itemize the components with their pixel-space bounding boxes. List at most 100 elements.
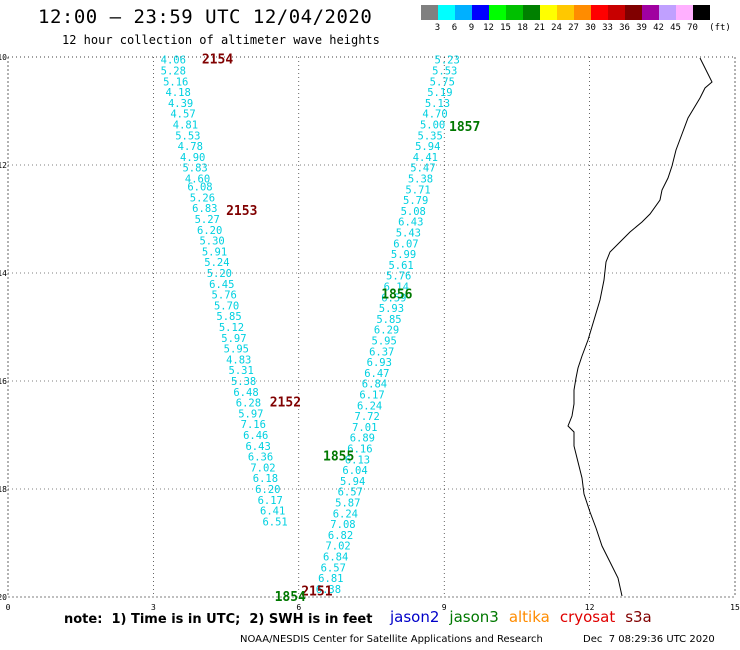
timestamp: Dec 7 08:29:36 UTC 2020 <box>583 634 715 645</box>
color-legend-label: 12 <box>483 23 494 33</box>
swh-value: 4.60 <box>185 174 210 186</box>
swh-value: 5.26 <box>190 192 215 204</box>
color-legend-label: 18 <box>517 23 528 33</box>
swh-value: 6.14 <box>384 282 409 294</box>
swh-value: 6.51 <box>262 516 287 528</box>
swh-value: 5.28 <box>161 66 186 78</box>
swh-value: 6.24 <box>333 508 358 520</box>
map-frame <box>7 56 736 598</box>
swh-value: 6.20 <box>255 484 280 496</box>
swh-value: 7.01 <box>352 422 377 434</box>
swh-value: 6.46 <box>243 430 268 442</box>
y-tick-label: -16 <box>0 377 7 386</box>
swh-value: 6.89 <box>350 433 375 445</box>
color-legend-label: 36 <box>619 23 630 33</box>
map-title: 12:00 – 23:59 UTC 12/04/2020 <box>38 6 373 28</box>
swh-value: 6.17 <box>258 495 283 507</box>
swh-value: 5.97 <box>238 408 263 420</box>
credit-line: NOAA/NESDIS Center for Satellite Applica… <box>240 634 543 645</box>
color-swatch <box>659 5 676 20</box>
pass-time-label: 2153 <box>226 204 257 219</box>
swh-value: 6.08 <box>187 182 212 194</box>
swh-value: 7.72 <box>355 411 380 423</box>
swh-value: 4.83 <box>226 354 251 366</box>
color-swatch <box>642 5 659 20</box>
swh-value: 5.61 <box>388 260 413 272</box>
swh-value: 5.35 <box>418 130 443 142</box>
color-swatch <box>506 5 523 20</box>
color-legend-label: 42 <box>653 23 664 33</box>
swh-value: 6.07 <box>393 238 418 250</box>
swh-value: 5.47 <box>410 163 435 175</box>
y-tick-label: -20 <box>0 593 7 602</box>
pass-time-label: 1857 <box>449 120 480 135</box>
swh-value: 5.85 <box>376 314 401 326</box>
swh-value: 6.59 <box>381 292 406 304</box>
swh-value: 6.83 <box>192 203 217 215</box>
swh-value: 6.17 <box>359 390 384 402</box>
color-swatch <box>438 5 455 20</box>
y-tick-label: -12 <box>0 161 7 170</box>
swh-value: 5.19 <box>427 87 452 99</box>
swh-value: 6.20 <box>197 225 222 237</box>
color-swatch <box>574 5 591 20</box>
swh-value: 6.82 <box>328 530 353 542</box>
swh-value: 4.18 <box>166 87 191 99</box>
swh-value: 5.20 <box>207 268 232 280</box>
swh-value: 5.13 <box>425 98 450 110</box>
swh-value: 5.83 <box>182 163 207 175</box>
swh-value: 6.43 <box>245 441 270 453</box>
swh-value: 5.97 <box>221 333 246 345</box>
color-swatch <box>625 5 642 20</box>
pass-time-label: 2154 <box>202 53 233 68</box>
swh-value: 5.00 <box>420 120 445 132</box>
swh-value: 5.93 <box>379 303 404 315</box>
swh-value: 4.90 <box>180 152 205 164</box>
swh-value: 5.38 <box>408 174 433 186</box>
swh-value: 4.57 <box>170 109 195 121</box>
satellite-legend-item: cryosat <box>559 608 616 626</box>
swh-value: 6.43 <box>398 217 423 229</box>
color-swatch <box>455 5 472 20</box>
swh-value: 5.75 <box>430 76 455 88</box>
swh-value: 5.87 <box>335 498 360 510</box>
swh-value: 6.36 <box>248 452 273 464</box>
swh-value: 4.70 <box>422 109 447 121</box>
swh-value: 5.31 <box>229 365 254 377</box>
swh-value: 4.81 <box>173 120 198 132</box>
swh-value: 5.85 <box>216 311 241 323</box>
swh-value: 6.57 <box>321 562 346 574</box>
swh-value: 6.47 <box>364 368 389 380</box>
swh-value: 4.39 <box>168 98 193 110</box>
color-swatch <box>421 5 438 20</box>
swh-value: 6.16 <box>347 444 372 456</box>
color-legend-label: 21 <box>534 23 545 33</box>
swh-value: 6.38 <box>316 584 341 596</box>
swh-value: 5.71 <box>405 184 430 196</box>
satellite-legend: jason2 jason3 altika cryosat s3a <box>390 608 662 626</box>
swh-value: 6.45 <box>209 279 234 291</box>
swh-value: 7.16 <box>241 419 266 431</box>
map-grid: 0 3 6 9 12 15 -10 -12 -14 -16 -18 -20 <box>0 53 740 612</box>
color-legend-label: 70 <box>687 23 698 33</box>
x-tick-label: 3 <box>151 603 156 612</box>
swh-value: 6.29 <box>374 325 399 337</box>
x-tick-label: 12 <box>585 603 595 612</box>
track-west: 4.065.285.164.184.394.574.815.534.784.90… <box>161 55 288 529</box>
swh-value: 5.16 <box>163 76 188 88</box>
satellite-legend-item: s3a <box>625 608 652 626</box>
swh-value: 5.91 <box>202 246 227 258</box>
color-swatch <box>693 5 710 20</box>
color-legend-label: 6 <box>451 23 458 33</box>
color-legend-label: 30 <box>585 23 596 33</box>
swh-value: 6.41 <box>260 506 285 518</box>
swh-value: 5.12 <box>219 322 244 334</box>
swh-value: 4.78 <box>178 141 203 153</box>
pass-time-label: 1856 <box>381 288 412 303</box>
satellite-legend-item: jason2 <box>390 608 440 626</box>
swh-value: 5.99 <box>391 249 416 261</box>
color-legend-label: 39 <box>636 23 647 33</box>
pass-time-label: 1855 <box>323 450 354 465</box>
color-legend-label: 27 <box>568 23 579 33</box>
color-legend-label: 45 <box>670 23 681 33</box>
